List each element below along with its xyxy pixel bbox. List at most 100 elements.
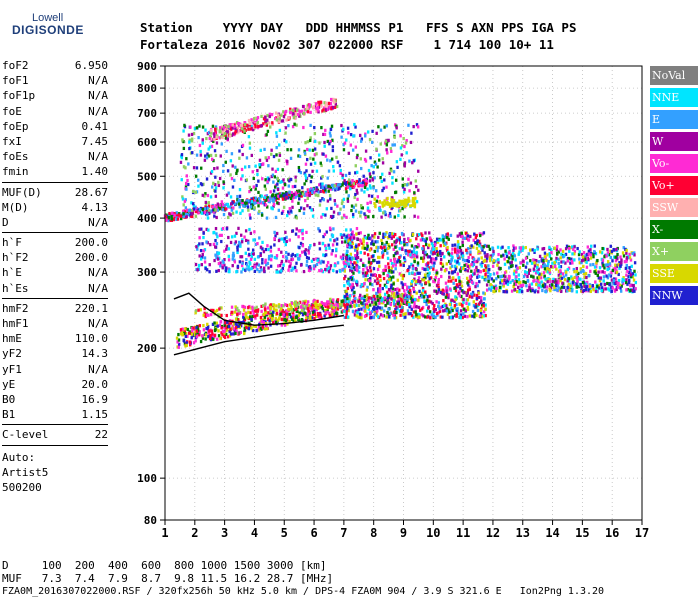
- param-row: C-level 22: [2, 427, 108, 442]
- echo-point: [230, 305, 234, 309]
- echo-point: [268, 319, 271, 323]
- echo-point: [246, 316, 249, 320]
- echo-point: [606, 247, 609, 252]
- echo-point: [202, 324, 205, 328]
- echo-point: [165, 218, 168, 222]
- echo-point: [289, 262, 292, 266]
- echo-point: [634, 273, 637, 277]
- echo-point: [231, 126, 234, 130]
- echo-point: [347, 277, 350, 281]
- echo-point: [357, 180, 360, 184]
- echo-point: [234, 240, 238, 244]
- echo-point: [298, 208, 301, 213]
- echo-point: [308, 312, 311, 317]
- echo-point: [260, 123, 263, 128]
- echo-point: [323, 232, 327, 237]
- echo-point: [208, 145, 212, 149]
- echo-point: [503, 271, 507, 275]
- echo-point: [454, 267, 458, 271]
- echo-point: [316, 108, 320, 112]
- echo-point: [295, 216, 298, 220]
- echo-point: [208, 135, 212, 139]
- echo-point: [208, 329, 211, 333]
- echo-point: [472, 300, 475, 304]
- echo-point: [390, 236, 393, 240]
- echo-point: [249, 205, 253, 209]
- echo-point: [424, 267, 428, 272]
- echo-point: [470, 244, 473, 248]
- echo-point: [415, 123, 419, 127]
- echo-point: [253, 238, 257, 242]
- echo-point: [247, 265, 250, 269]
- echo-point: [206, 152, 209, 156]
- echo-point: [311, 308, 314, 312]
- echo-point: [399, 254, 402, 258]
- echo-point: [198, 242, 201, 246]
- echo-point: [291, 257, 295, 261]
- echo-point: [589, 289, 592, 294]
- echo-point: [331, 105, 335, 110]
- echo-point: [364, 159, 368, 163]
- echo-point: [226, 335, 230, 339]
- echo-point: [513, 254, 516, 258]
- echo-point: [446, 232, 449, 236]
- echo-point: [280, 250, 283, 254]
- echo-point: [307, 190, 310, 194]
- echo-point: [458, 262, 461, 266]
- echo-point: [441, 291, 444, 296]
- echo-point: [344, 256, 348, 260]
- echo-point: [431, 247, 435, 252]
- echo-point: [283, 138, 286, 143]
- echo-point: [326, 260, 330, 265]
- echo-point: [479, 262, 482, 266]
- echo-point: [227, 322, 230, 326]
- echo-point: [487, 264, 490, 268]
- echo-point: [363, 294, 367, 299]
- echo-point: [461, 240, 464, 244]
- echo-point: [615, 255, 619, 259]
- echo-point: [328, 142, 331, 146]
- echo-point: [447, 271, 451, 275]
- echo-point: [327, 270, 331, 274]
- echo-point: [243, 121, 247, 125]
- echo-point: [320, 259, 323, 263]
- echo-point: [374, 162, 378, 166]
- echo-point: [329, 159, 332, 163]
- echo-point: [347, 239, 350, 243]
- echo-point: [625, 263, 628, 268]
- echo-point: [475, 259, 479, 264]
- echo-point: [536, 271, 540, 275]
- echo-point: [516, 266, 519, 270]
- echo-point: [325, 207, 329, 211]
- echo-point: [373, 305, 376, 309]
- echo-point: [373, 312, 377, 316]
- echo-point: [293, 107, 296, 111]
- echo-point: [311, 214, 315, 218]
- echo-point: [394, 307, 397, 311]
- echo-point: [305, 157, 309, 162]
- echo-point: [296, 253, 299, 257]
- echo-point: [359, 157, 362, 161]
- echo-point: [262, 320, 265, 324]
- echo-point: [557, 261, 560, 265]
- echo-point: [380, 242, 384, 246]
- echo-point: [364, 134, 367, 138]
- echo-point: [439, 249, 442, 254]
- echo-point: [280, 194, 283, 198]
- echo-point: [237, 309, 240, 313]
- echo-point: [281, 168, 284, 172]
- echo-point: [225, 125, 229, 129]
- echo-point: [368, 184, 372, 188]
- echo-point: [369, 186, 372, 190]
- param-value: 28.67: [74, 185, 108, 199]
- echo-point: [182, 203, 185, 207]
- x-tick-label: 2: [191, 526, 198, 540]
- echo-point: [416, 261, 420, 265]
- echo-point: [372, 171, 375, 175]
- echo-point: [215, 205, 218, 209]
- echo-point: [365, 247, 369, 251]
- echo-point: [628, 279, 631, 283]
- echo-point: [427, 280, 430, 284]
- echo-point: [252, 185, 255, 189]
- echo-point: [632, 278, 636, 282]
